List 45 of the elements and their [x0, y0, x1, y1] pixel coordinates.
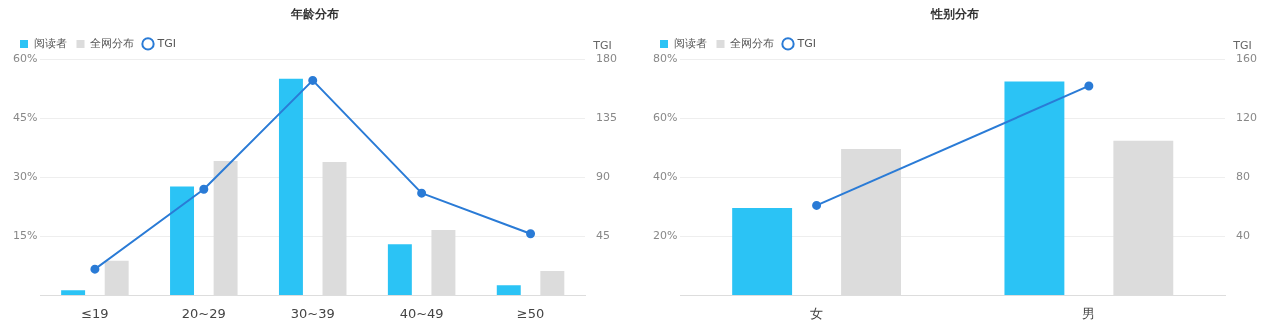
y-tick-label: 40% [653, 170, 678, 184]
x-tick-label: 女 [810, 305, 824, 321]
bar [732, 208, 793, 295]
y2-tick-label: 90 [596, 170, 610, 184]
point [417, 188, 427, 198]
chart-title: 年龄分布 [290, 7, 339, 22]
y-tick-label: 30% [13, 170, 38, 184]
point [308, 75, 318, 85]
x-tick-label: ≤19 [81, 305, 109, 321]
x-tick-label: ≥50 [516, 305, 545, 321]
x-tick-label: 男 [1082, 305, 1096, 321]
y2-tick-label: 40 [1236, 229, 1250, 243]
legend-label: TGI [796, 36, 816, 50]
y2-tick-label: 120 [1236, 111, 1257, 125]
x-tick-label: 30~39 [290, 305, 335, 321]
point [526, 229, 536, 239]
bar [61, 290, 86, 295]
y2-axis-title: TGI [1232, 38, 1252, 52]
x-tick-label: 20~29 [181, 305, 226, 321]
y-tick-label: 80% [653, 52, 678, 66]
bar [1004, 81, 1065, 295]
point [90, 264, 100, 274]
x-tick-label: 40~49 [399, 305, 444, 321]
legend-label: 全网分布 [730, 36, 774, 50]
y2-axis-title: TGI [592, 38, 612, 52]
y-tick-label: 15% [13, 229, 38, 243]
bar [170, 186, 195, 295]
y2-tick-label: 160 [1236, 52, 1257, 66]
bar [278, 78, 303, 295]
legend-label: 阅读者 [33, 36, 67, 50]
bar [496, 285, 521, 295]
y-tick-label: 60% [13, 52, 38, 66]
y-tick-label: 20% [653, 229, 678, 243]
y-tick-label: 45% [13, 111, 38, 125]
legend-label: 阅读者 [673, 36, 707, 50]
y2-tick-label: 135 [596, 111, 617, 125]
point [199, 184, 209, 194]
y2-tick-label: 180 [596, 52, 617, 66]
y2-tick-label: 45 [596, 229, 610, 243]
y-tick-label: 60% [653, 111, 678, 125]
legend-label: TGI [156, 36, 176, 50]
chart-title: 性别分布 [930, 7, 979, 22]
legend-label: 全网分布 [90, 36, 134, 50]
y2-tick-label: 80 [1236, 170, 1250, 184]
bar [387, 244, 412, 295]
